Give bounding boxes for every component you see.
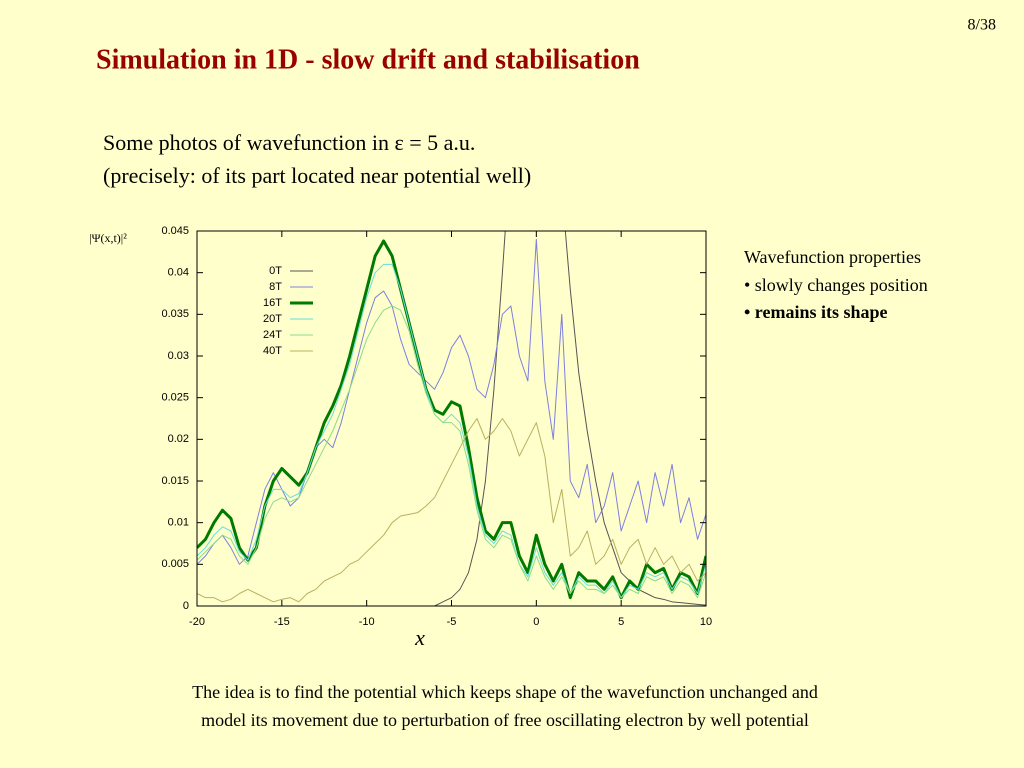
side-item: • remains its shape (744, 302, 887, 322)
y-tick-label: 0 (183, 600, 189, 612)
intro-line: (precisely: of its part located near pot… (103, 163, 531, 188)
y-tick-label: 0.035 (161, 308, 189, 320)
series-line (197, 305, 706, 599)
x-tick-label: -15 (274, 616, 290, 628)
legend-label: 8T (269, 281, 282, 293)
series-line (197, 231, 706, 606)
y-tick-label: 0.03 (168, 350, 189, 362)
series-line (197, 418, 706, 603)
y-tick-label: 0.01 (168, 517, 189, 529)
x-tick-label: -5 (447, 616, 457, 628)
y-axis-label: |Ψ(x,t)|² (89, 231, 127, 245)
x-tick-label: 10 (700, 616, 712, 628)
slide-title: Simulation in 1D - slow drift and stabil… (96, 44, 640, 75)
y-tick-label: 0.015 (161, 475, 189, 487)
legend-label: 16T (263, 297, 282, 309)
footer-line: model its movement due to perturbation o… (201, 710, 809, 730)
y-tick-label: 0.04 (168, 267, 189, 279)
x-tick-label: -10 (359, 616, 375, 628)
y-tick-label: 0.045 (161, 225, 189, 237)
side-item: • slowly changes position (744, 275, 928, 295)
legend-label: 0T (269, 265, 282, 277)
legend-label: 20T (263, 313, 282, 325)
legend-label: 24T (263, 329, 282, 341)
y-tick-label: 0.02 (168, 433, 189, 445)
y-tick-label: 0.005 (161, 558, 189, 570)
x-tick-label: 0 (533, 616, 539, 628)
page-number: 8/38 (968, 17, 996, 34)
legend-label: 40T (263, 345, 282, 357)
intro-line: Some photos of wavefunction in ε = 5 a.u… (103, 130, 475, 155)
footer-line: The idea is to find the potential which … (192, 682, 818, 702)
x-tick-label: 5 (618, 616, 624, 628)
side-heading: Wavefunction properties (744, 247, 921, 267)
x-axis-label: x (414, 625, 425, 650)
x-tick-label: -20 (189, 616, 205, 628)
plot-area (197, 231, 706, 606)
y-tick-label: 0.025 (161, 392, 189, 404)
